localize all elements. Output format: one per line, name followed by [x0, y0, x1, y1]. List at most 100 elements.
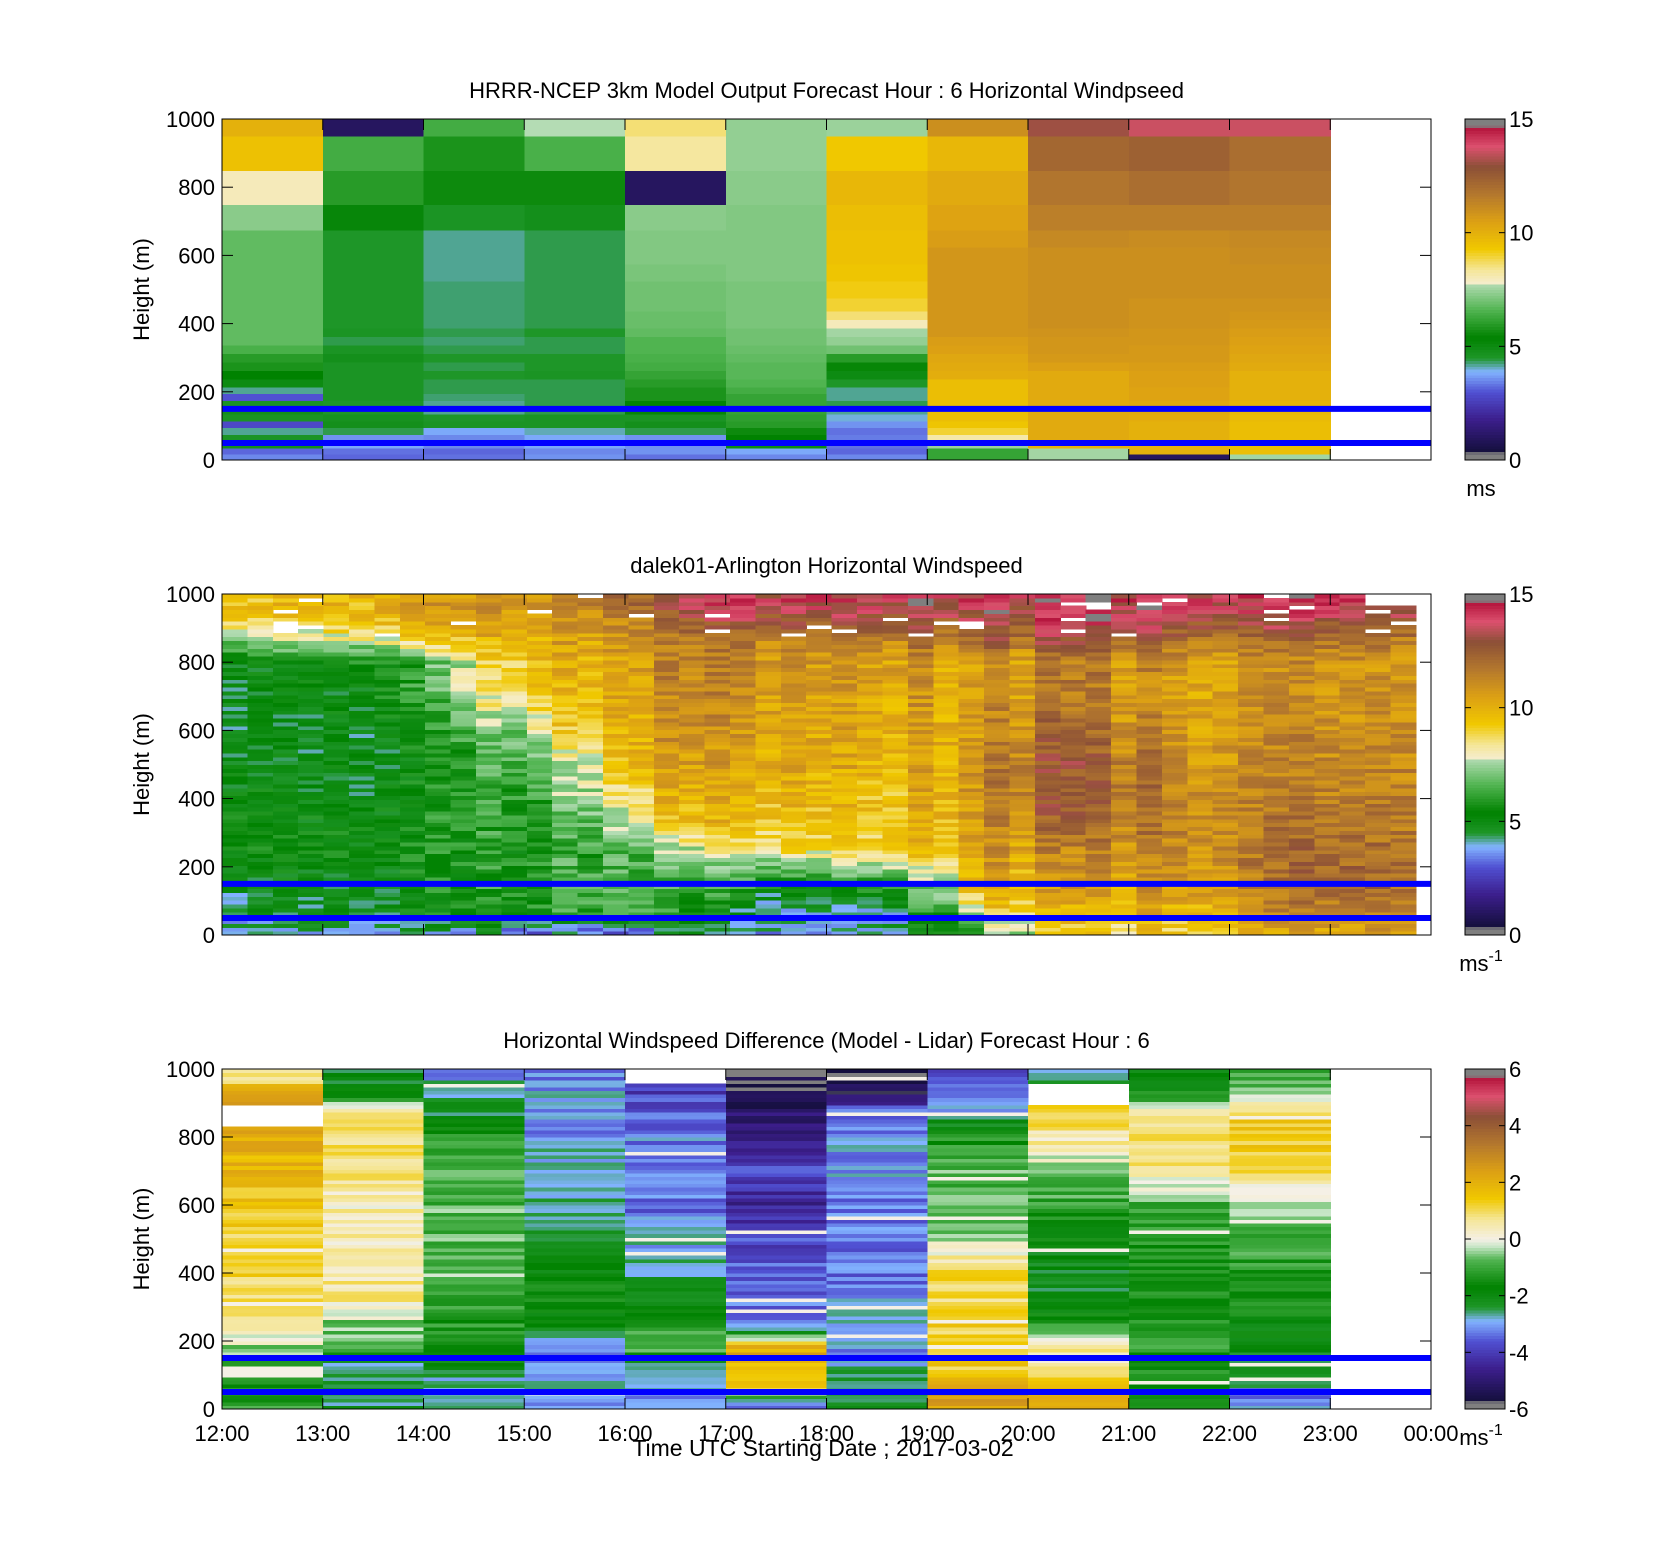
heatmap-cell — [725, 298, 828, 312]
heatmap-cell — [628, 842, 655, 847]
heatmap-cell — [476, 609, 503, 614]
heatmap-cell — [425, 648, 452, 653]
heatmap-cell — [1288, 927, 1315, 932]
heatmap-cell — [704, 826, 731, 831]
heatmap-cell — [399, 710, 426, 715]
heatmap-cell — [958, 768, 985, 773]
heatmap-cell — [552, 640, 579, 645]
heatmap-cell — [323, 687, 350, 692]
heatmap-cell — [958, 911, 985, 917]
heatmap-cell — [272, 776, 299, 781]
heatmap-cell — [907, 923, 934, 928]
heatmap-cell — [1229, 204, 1331, 231]
heatmap-cell — [322, 1079, 425, 1084]
heatmap-cell — [1111, 811, 1138, 816]
heatmap-cell — [882, 706, 909, 711]
heatmap-cell — [526, 845, 553, 851]
colorbar-band — [1465, 235, 1505, 239]
heatmap-cell — [1238, 791, 1265, 797]
y-axis-label: Height (m) — [129, 238, 154, 341]
heatmap-cell — [272, 714, 299, 719]
heatmap-cell — [272, 865, 299, 870]
heatmap-cell — [907, 725, 934, 731]
heatmap-cell — [322, 1154, 425, 1160]
heatmap-cell — [1060, 718, 1087, 723]
heatmap-cell — [1390, 632, 1417, 638]
heatmap-cell — [399, 702, 426, 707]
heatmap-cell — [780, 780, 807, 785]
heatmap-cell — [501, 764, 528, 769]
heatmap-cell — [272, 795, 299, 800]
heatmap-cell — [501, 892, 528, 897]
heatmap-cell — [1187, 811, 1214, 816]
heatmap-cell — [806, 807, 833, 812]
heatmap-cell — [1263, 873, 1290, 878]
heatmap-cell — [603, 772, 630, 777]
heatmap-cell — [322, 1115, 425, 1120]
heatmap-cell — [374, 640, 401, 645]
heatmap-cell — [222, 1247, 324, 1253]
heatmap-cell — [1288, 632, 1315, 638]
heatmap-cell — [1161, 888, 1188, 893]
heatmap-cell — [755, 656, 782, 661]
heatmap-cell — [323, 923, 350, 928]
heatmap-cell — [831, 861, 858, 866]
heatmap-cell — [958, 760, 985, 766]
heatmap-cell — [933, 737, 960, 742]
heatmap-cell — [958, 849, 985, 855]
heatmap-cell — [399, 884, 426, 890]
heatmap-cell — [1161, 931, 1188, 936]
heatmap-cell — [831, 752, 858, 758]
heatmap-cell — [933, 818, 960, 824]
heatmap-cell — [1390, 667, 1417, 673]
heatmap-cell — [1085, 690, 1112, 696]
heatmap-cell — [1263, 799, 1290, 804]
heatmap-cell — [1238, 721, 1265, 727]
heatmap-cell — [882, 783, 909, 789]
heatmap-cell — [1085, 609, 1112, 614]
heatmap-cell — [653, 749, 680, 754]
heatmap-cell — [526, 853, 553, 859]
heatmap-cell — [1085, 927, 1112, 932]
heatmap-cell — [958, 667, 985, 673]
heatmap-cell — [450, 628, 477, 634]
heatmap-cell — [577, 621, 604, 626]
heatmap-cell — [222, 1369, 324, 1374]
heatmap-cell — [857, 873, 884, 878]
heatmap-cell — [679, 818, 706, 824]
heatmap-cell — [1263, 659, 1290, 665]
heatmap-cell — [425, 644, 452, 649]
heatmap-cell — [1187, 721, 1214, 727]
heatmap-cell — [628, 667, 655, 673]
heatmap-cell — [526, 838, 553, 843]
heatmap-cell — [552, 652, 579, 657]
heatmap-cell — [323, 814, 350, 820]
heatmap-cell — [806, 760, 833, 766]
heatmap-cell — [806, 795, 833, 800]
heatmap-cell — [450, 892, 477, 897]
heatmap-cell — [603, 900, 630, 905]
heatmap-cell — [272, 741, 299, 746]
heatmap-cell — [526, 659, 553, 665]
heatmap-cell — [526, 927, 553, 932]
heatmap-cell — [679, 741, 706, 746]
heatmap-cell — [907, 919, 934, 924]
heatmap-cell — [1339, 760, 1366, 766]
heatmap-cell — [653, 632, 680, 638]
heatmap-cell — [272, 780, 299, 785]
heatmap-cell — [806, 853, 833, 859]
heatmap-cell — [552, 675, 579, 680]
heatmap-cell — [1034, 718, 1061, 723]
heatmap-cell — [725, 327, 828, 337]
heatmap-cell — [1009, 892, 1036, 897]
heatmap-cell — [476, 896, 503, 901]
heatmap-cell — [322, 1312, 425, 1317]
heatmap-cell — [882, 652, 909, 657]
heatmap-cell — [423, 1333, 525, 1339]
heatmap-cell — [831, 667, 858, 673]
heatmap-cell — [1034, 679, 1061, 684]
heatmap-cell — [907, 900, 934, 905]
heatmap-cell — [374, 834, 401, 839]
heatmap-cell — [704, 597, 731, 603]
heatmap-cell — [603, 636, 630, 642]
